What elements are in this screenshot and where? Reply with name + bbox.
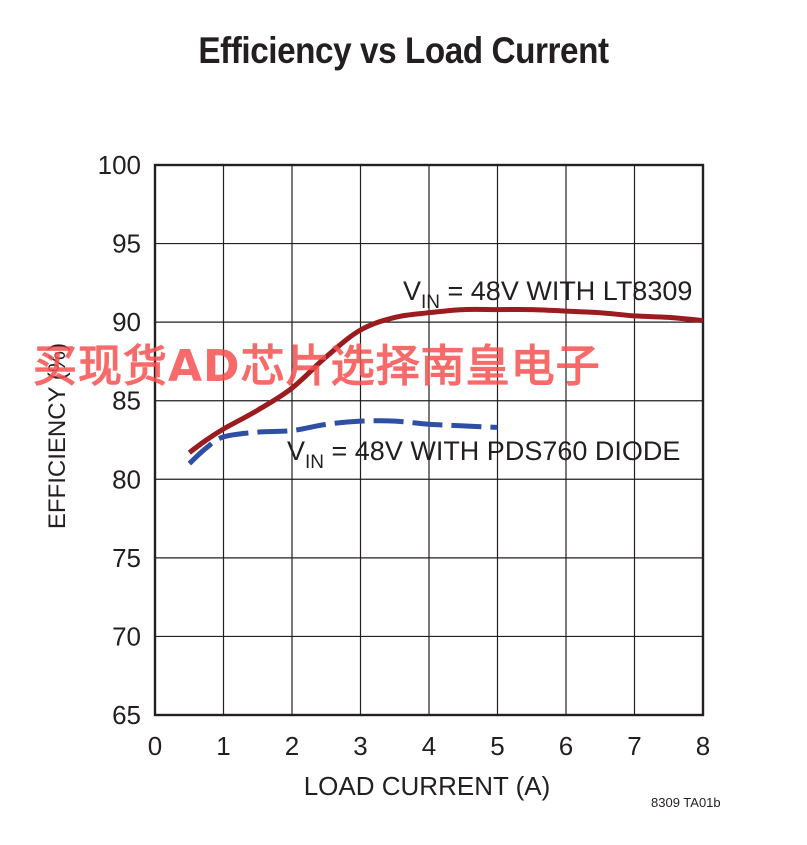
series-label-subscript: IN [421, 292, 440, 313]
x-tick-label: 6 [559, 731, 573, 761]
x-tick-label: 5 [490, 731, 504, 761]
x-tick-label: 8 [696, 731, 710, 761]
y-tick-label: 95 [112, 229, 141, 259]
watermark-text: 买现货AD芯片选择南皇电子 [33, 341, 601, 392]
x-tick-label: 3 [353, 731, 367, 761]
x-tick-label: 4 [422, 731, 436, 761]
series-label-rest: = 48V WITH PDS760 DIODE [324, 436, 680, 466]
y-tick-label: 70 [112, 621, 141, 651]
y-axis-label: EFFICIENCY (%) [44, 343, 71, 529]
y-tick-label: 90 [112, 307, 141, 337]
series-label-subscript: IN [305, 452, 324, 473]
y-tick-label: 85 [112, 386, 141, 416]
y-tick-label: 100 [98, 150, 141, 180]
y-tick-label: 75 [112, 543, 141, 573]
y-tick-label: 80 [112, 464, 141, 494]
y-tick-label: 65 [112, 700, 141, 730]
figure-code: 8309 TA01b [651, 795, 721, 810]
x-tick-label: 1 [216, 731, 230, 761]
tick-labels: 0 1 2 3 4 5 6 7 8 65 70 75 80 85 90 95 100 [98, 150, 711, 761]
x-tick-label: 2 [285, 731, 299, 761]
x-tick-label: 0 [148, 731, 162, 761]
series-label-main: V [403, 276, 421, 306]
series-label-1: VIN = 48V WITH LT8309 [403, 276, 692, 313]
x-axis-label: LOAD CURRENT (A) [304, 771, 551, 801]
plot-border [153, 163, 705, 717]
series-label-2: VIN = 48V WITH PDS760 DIODE [287, 436, 680, 473]
x-tick-label: 7 [627, 731, 641, 761]
series-label-rest: = 48V WITH LT8309 [440, 276, 692, 306]
series-line-2 [187, 418, 498, 466]
series-line-1 [187, 306, 704, 455]
series-label-main: V [287, 436, 305, 466]
series-layer [187, 306, 704, 466]
chart-title: Efficiency vs Load Current [198, 30, 609, 71]
plot-frame [153, 163, 705, 717]
